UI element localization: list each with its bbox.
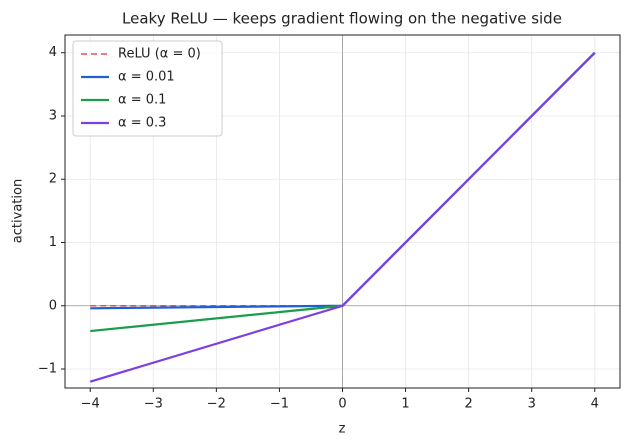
series-line [89,51,596,383]
y-tick-label: −1 [38,362,57,377]
x-axis-label: z [339,422,346,437]
y-tick-label: 1 [49,235,57,250]
legend-label: ReLU (α = 0) [118,47,201,62]
y-tick-label: 0 [49,298,57,313]
legend-label: α = 0.3 [118,116,166,131]
x-tick-label: 2 [464,397,472,412]
x-tick-label: −4 [81,397,100,412]
x-tick-label: 4 [591,397,599,412]
legend-box [72,40,223,137]
plot-frame [64,34,621,389]
y-tick-label: 4 [49,45,57,60]
x-tick-label: −3 [144,397,163,412]
x-tick-label: −2 [207,397,226,412]
legend-label: α = 0.01 [118,70,175,85]
legend-label: α = 0.1 [118,93,166,108]
chart-title: Leaky ReLU — keeps gradient flowing on t… [122,10,562,28]
x-tick-label: −1 [270,397,289,412]
x-tick-label: 3 [528,397,536,412]
x-tick-label: 0 [338,397,346,412]
y-tick-label: 2 [49,172,57,187]
y-axis-label: activation [11,179,26,243]
y-tick-label: 3 [49,108,57,123]
x-tick-label: 1 [401,397,409,412]
